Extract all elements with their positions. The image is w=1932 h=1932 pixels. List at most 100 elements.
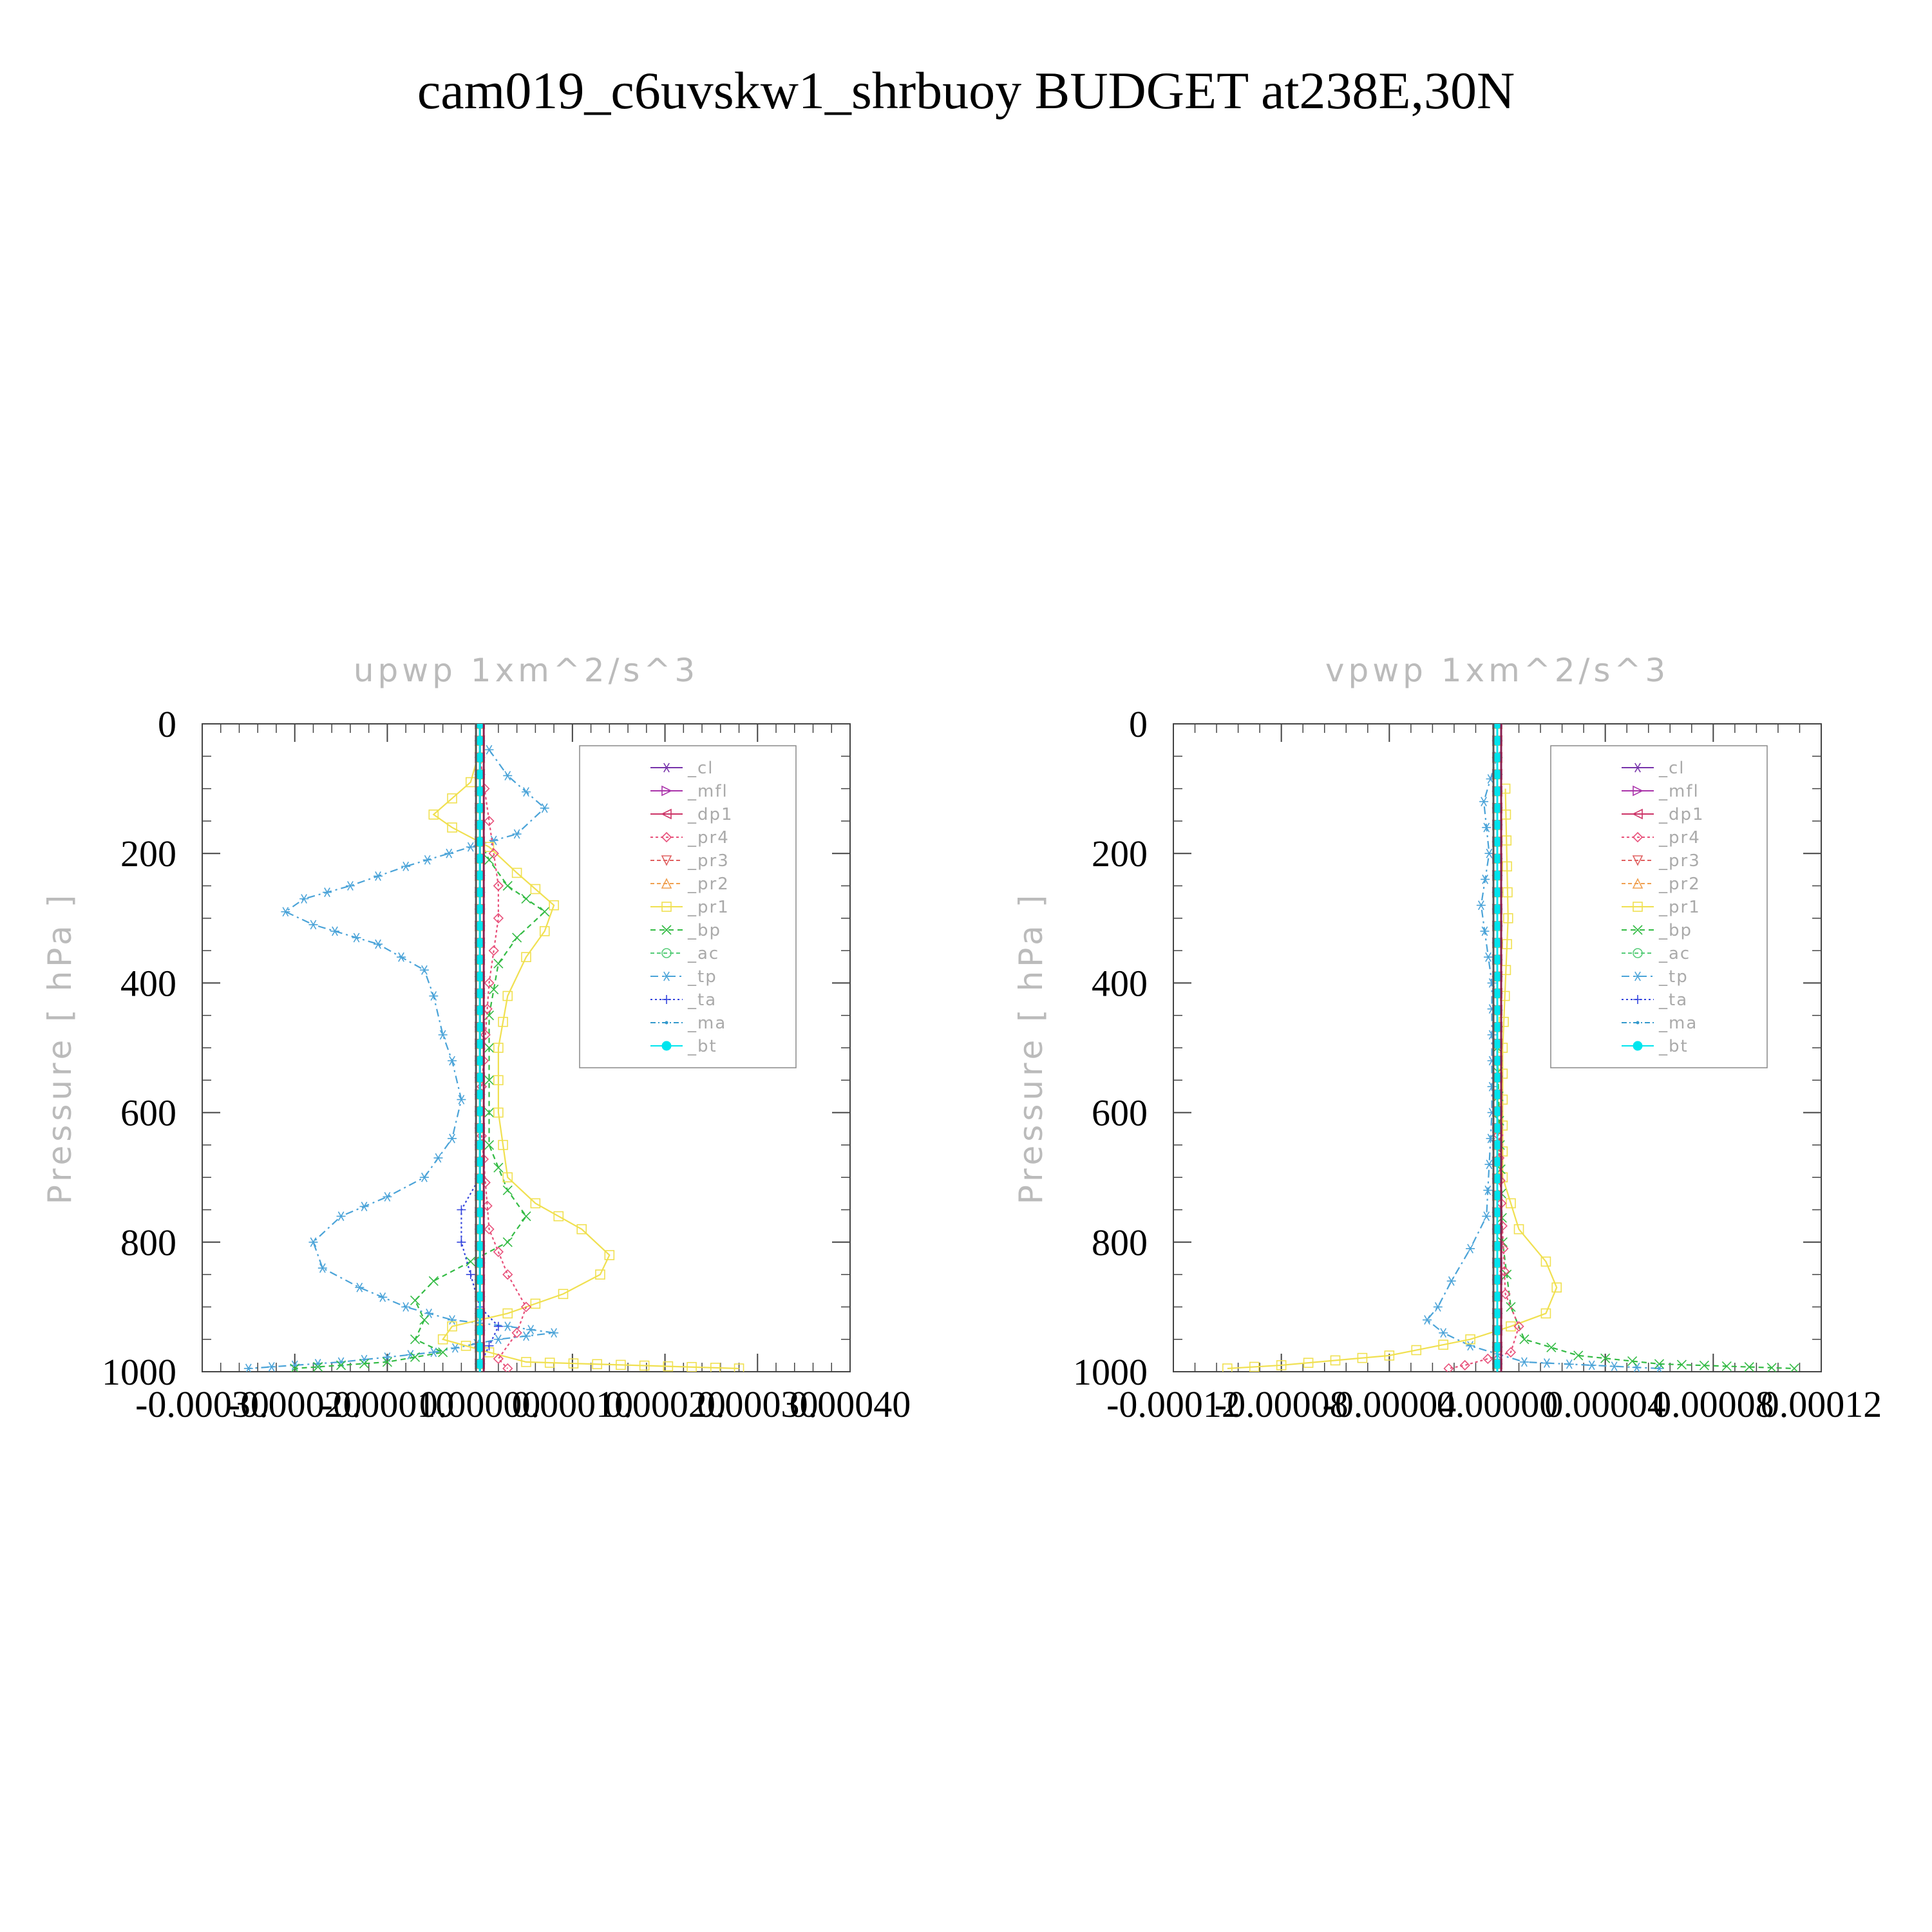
series-tp-marker (352, 933, 361, 943)
x-tick-label: -0.00010 (321, 1383, 455, 1425)
legend-box (1550, 745, 1768, 1068)
legend-label: _bp (1658, 921, 1692, 940)
series-tp-marker (422, 855, 432, 865)
series-tp-marker (378, 1292, 388, 1302)
series-pr1-marker (592, 1359, 602, 1370)
series-pr1-marker (493, 1075, 504, 1086)
series-tp-marker (1609, 1361, 1619, 1372)
series-bp-marker (1519, 1334, 1530, 1345)
series-tp-marker (484, 744, 494, 755)
series-tp-marker (383, 1191, 392, 1202)
series-pr1-marker (447, 793, 457, 804)
series-pr1-marker (1222, 1363, 1233, 1372)
series-tp-marker (281, 907, 290, 917)
x-tick-label: -0.00030 (135, 1383, 269, 1425)
x-tick-label: 0.00010 (512, 1383, 634, 1425)
series-tp-marker (317, 1263, 327, 1273)
series-tp-marker (419, 965, 429, 975)
series-bp-marker (521, 894, 531, 904)
series-pr1-marker (576, 1224, 587, 1235)
series-pr1-marker (428, 810, 439, 820)
series-tp-marker (448, 1315, 457, 1325)
legend-marker (661, 855, 672, 866)
series-tp-marker (355, 1282, 365, 1293)
series-tp-marker (419, 1172, 429, 1182)
legend-label: _pr3 (1658, 851, 1701, 871)
series-bp-marker (1676, 1359, 1687, 1370)
y-tick-label: 600 (120, 1092, 176, 1134)
series-pr4-line (1448, 1112, 1520, 1370)
legend-label: _pr4 (687, 828, 730, 848)
x-tick-label: 0.00008 (1653, 1383, 1774, 1425)
series-tp-marker (1484, 848, 1494, 858)
series-tp-marker (1423, 1315, 1432, 1325)
series-pr4-marker (502, 1269, 513, 1280)
series-bp-marker (484, 1108, 495, 1118)
series-pr1-marker (511, 867, 522, 878)
series-pr1-marker (498, 1016, 508, 1027)
series-pr4-marker (493, 913, 504, 923)
series-bp-marker (484, 1075, 495, 1085)
series-tp-marker (429, 1347, 439, 1358)
series-layer (243, 724, 744, 1372)
series-tp-marker (526, 1325, 536, 1335)
series-bp-marker (1654, 1359, 1665, 1369)
series-bp-marker (493, 1162, 504, 1173)
y-tick-label: 0 (1129, 703, 1148, 745)
series-tp-marker (401, 861, 411, 871)
series-pr4-marker (480, 1029, 491, 1041)
series-bp-marker (1573, 1350, 1584, 1361)
series-pr1-marker (1502, 913, 1513, 923)
series-tp-marker (374, 939, 383, 949)
legend-label: _pr4 (1658, 828, 1701, 848)
series-pr1-marker (1502, 861, 1512, 872)
series-tp-marker (1482, 1211, 1492, 1221)
series-tp-marker (308, 1237, 318, 1247)
legend-marker (1633, 762, 1642, 773)
series-pr1-marker (1499, 1016, 1509, 1027)
series-ta-marker (484, 1341, 494, 1350)
series-ta-marker (493, 1321, 503, 1331)
series-bp-marker (1699, 1360, 1709, 1370)
legend-marker (1633, 902, 1643, 912)
series-pr1-marker (1330, 1355, 1341, 1366)
series-pr4-marker (1513, 1321, 1524, 1332)
legend-marker (1632, 831, 1643, 843)
legend-label: _ac (687, 944, 719, 963)
series-bp-marker (1766, 1363, 1777, 1372)
series-tp-marker (345, 881, 355, 891)
series-pr1-marker (493, 1043, 504, 1053)
series-pr1-marker (544, 1358, 555, 1368)
y-tick-label: 1000 (102, 1351, 176, 1393)
legend-marker (661, 925, 672, 935)
legend-label: _tp (1658, 967, 1689, 987)
series-pr4-marker (488, 848, 499, 859)
legend-marker (1632, 808, 1643, 820)
series-bp-marker (540, 907, 550, 917)
series-pr4-marker (484, 978, 495, 989)
series-pr1-marker (1276, 1360, 1287, 1370)
series-tp-marker (1484, 952, 1493, 962)
legend-marker (662, 971, 671, 981)
legend-label: _pr1 (687, 898, 730, 917)
series-pr1-marker (558, 1289, 569, 1300)
legend-label: _mfl (687, 782, 728, 801)
series-bp-marker (493, 958, 504, 969)
series-pr1-marker (604, 1250, 615, 1260)
x-tick-label: 0.00030 (697, 1383, 819, 1425)
series-pr1-marker (1465, 1334, 1475, 1345)
series-pr1-marker (687, 1361, 697, 1372)
series-pr1-marker (521, 1357, 531, 1367)
legend-marker (1633, 971, 1642, 981)
legend-label: _pr1 (1658, 898, 1701, 917)
series-bp-marker (1789, 1363, 1799, 1372)
legend-label: _cl (687, 759, 714, 778)
y-tick-label: 600 (1092, 1092, 1148, 1134)
series-pr1-marker (437, 1334, 448, 1345)
series-bp-marker (1546, 1342, 1557, 1352)
y-tick-label: 200 (120, 833, 176, 875)
series-pr1-marker (1249, 1361, 1260, 1372)
series-tp-marker (466, 842, 475, 852)
series-pr4-marker (1459, 1359, 1470, 1371)
series-pr1-marker (1438, 1340, 1448, 1350)
